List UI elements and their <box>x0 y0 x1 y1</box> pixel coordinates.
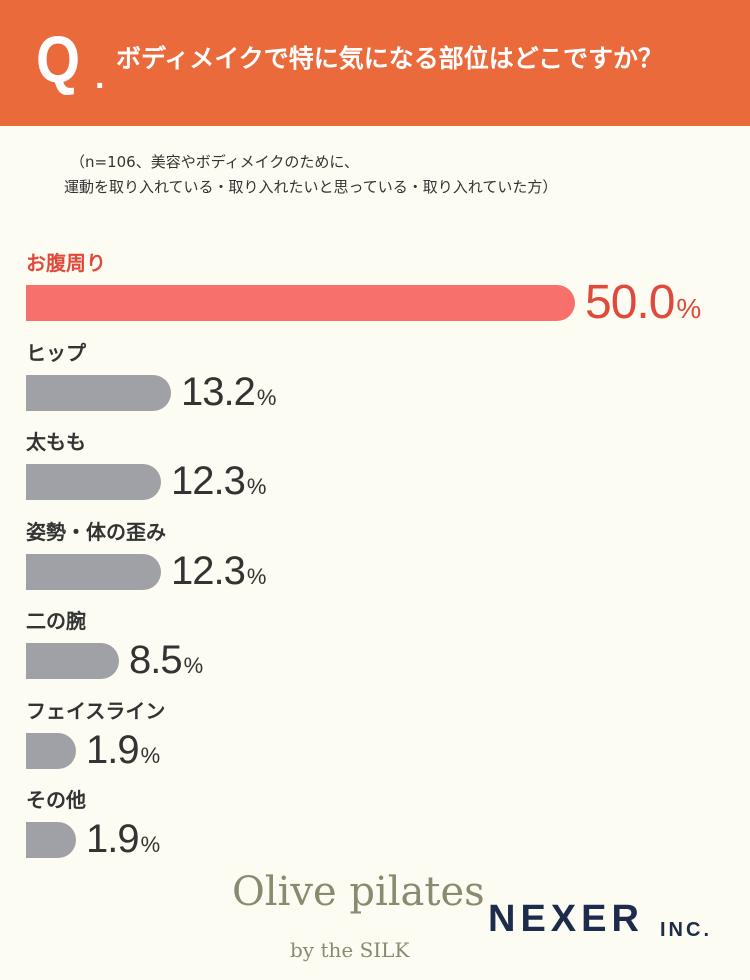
value-unit: % <box>140 742 161 768</box>
category-label: 太もも <box>26 430 86 454</box>
value-label: 1.9% <box>86 730 160 770</box>
value-number: 50.0 <box>585 276 675 329</box>
value-number: 12.3 <box>171 459 246 503</box>
olive-pilates-logo: Olive pilates <box>232 869 485 915</box>
bar <box>26 374 171 411</box>
q-mark: Q <box>36 22 81 96</box>
value-label: 50.0% <box>585 279 701 327</box>
value-unit: % <box>256 384 277 410</box>
q-dot: . <box>95 58 105 96</box>
bar <box>26 553 161 590</box>
nexer-inc-logo: INC. <box>660 919 712 941</box>
value-label: 1.9% <box>86 819 160 859</box>
category-label: お腹周り <box>26 251 106 275</box>
bar <box>26 822 76 858</box>
olive-pilates-tagline: by the SILK <box>290 938 410 962</box>
category-label: 二の腕 <box>26 609 86 633</box>
value-unit: % <box>183 653 204 678</box>
value-unit: % <box>676 293 702 324</box>
bar <box>26 285 575 321</box>
category-label: ヒップ <box>26 340 86 365</box>
bar <box>26 643 119 679</box>
category-label: フェイスライン <box>26 698 166 723</box>
value-label: 12.3% <box>171 551 266 591</box>
value-unit: % <box>140 832 161 857</box>
sample-note-line-1: （n=106、美容やボディメイクのために、 <box>70 153 359 171</box>
nexer-logo: NEXER <box>488 898 644 940</box>
value-label: 13.2% <box>181 372 276 412</box>
value-number: 13.2 <box>181 369 256 414</box>
sample-note-line-2: 運動を取り入れている・取り入れたいと思っている・取り入れていた方） <box>64 178 558 196</box>
bar <box>26 464 161 500</box>
value-label: 8.5% <box>129 640 203 680</box>
value-unit: % <box>246 474 267 499</box>
value-number: 8.5 <box>129 638 183 682</box>
value-number: 1.9 <box>86 727 140 772</box>
value-label: 12.3% <box>171 461 266 501</box>
value-unit: % <box>246 563 267 589</box>
category-label: 姿勢・体の歪み <box>26 519 166 544</box>
category-label: その他 <box>26 788 86 812</box>
question-title: ボディメイクで特に気になる部位はどこですか？ <box>116 44 664 73</box>
value-number: 1.9 <box>86 817 140 861</box>
question-header: Q . ボディメイクで特に気になる部位はどこですか？ <box>0 0 750 126</box>
value-number: 12.3 <box>171 548 246 593</box>
bar <box>26 732 76 769</box>
